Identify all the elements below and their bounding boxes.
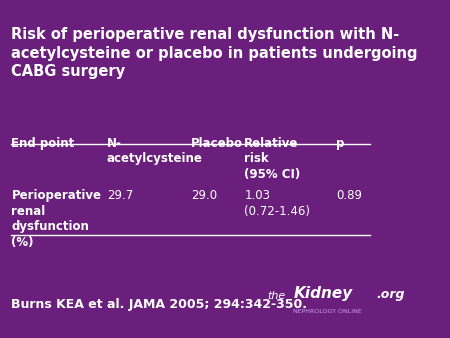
Text: End point: End point [11,137,75,150]
Text: Burns KEA et al. JAMA 2005; 294:342-350.: Burns KEA et al. JAMA 2005; 294:342-350. [11,298,307,311]
Text: the: the [267,291,285,301]
Text: 29.0: 29.0 [191,189,217,202]
Text: 29.7: 29.7 [107,189,133,202]
Text: 1.03
(0.72-1.46): 1.03 (0.72-1.46) [244,189,310,218]
Text: NEPHROLOGY ONLINE: NEPHROLOGY ONLINE [293,309,362,314]
Text: Relative
risk
(95% CI): Relative risk (95% CI) [244,137,301,181]
Text: Placebo: Placebo [191,137,243,150]
Text: Perioperative
renal
dysfunction
(%): Perioperative renal dysfunction (%) [11,189,101,249]
Text: N-
acetylcysteine: N- acetylcysteine [107,137,203,165]
Text: p: p [336,137,344,150]
Text: Kidney: Kidney [293,287,352,301]
Text: Risk of perioperative renal dysfunction with N-
acetylcysteine or placebo in pat: Risk of perioperative renal dysfunction … [11,27,418,79]
Text: 0.89: 0.89 [336,189,362,202]
Text: .org: .org [376,289,405,301]
